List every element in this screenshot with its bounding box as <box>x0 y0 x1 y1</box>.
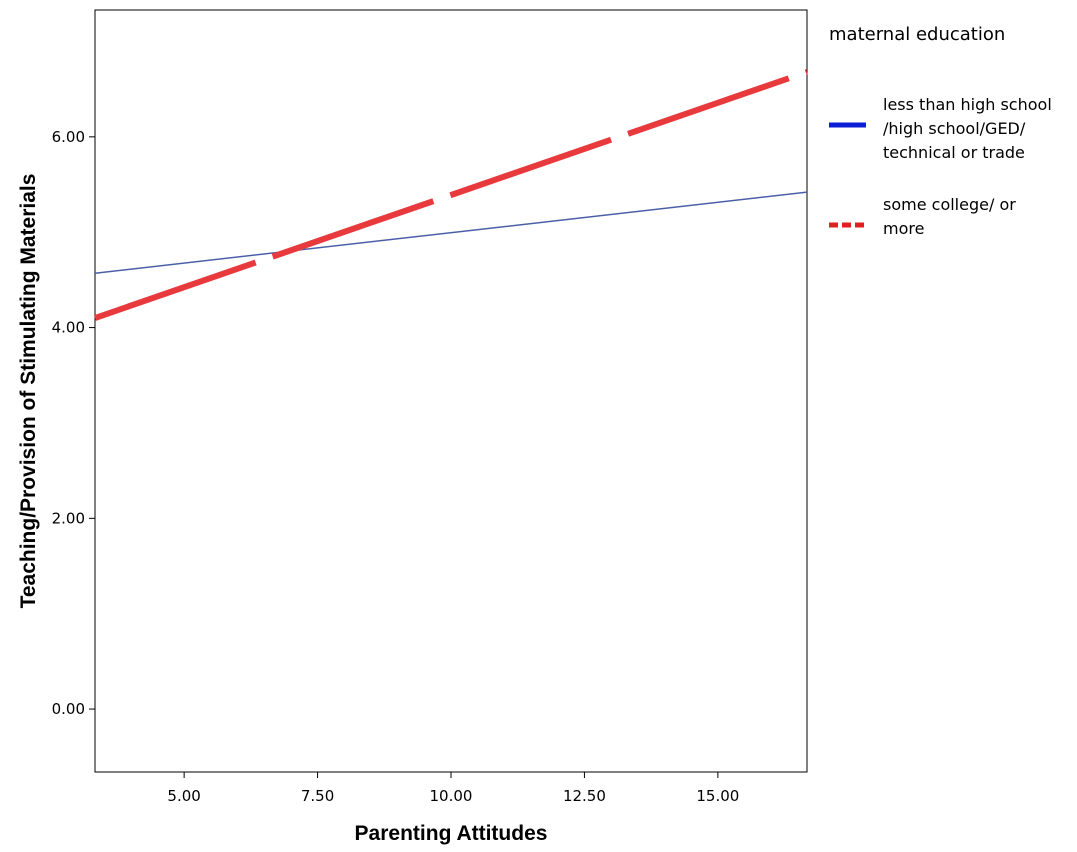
x-tick-label: 7.50 <box>301 787 334 805</box>
y-tick-label: 6.00 <box>52 128 85 146</box>
legend-label-2: some college/ or <box>883 195 1016 214</box>
y-axis: 0.00 2.00 4.00 6.00 <box>52 128 95 718</box>
y-tick-label: 0.00 <box>52 700 85 718</box>
x-tick-label: 5.00 <box>167 787 200 805</box>
x-tick-label: 15.00 <box>696 787 739 805</box>
y-tick-label: 2.00 <box>52 509 85 527</box>
legend: less than high school/high school/GED/te… <box>829 95 1052 238</box>
legend-title: maternal education <box>829 24 1005 45</box>
legend-label-1: technical or trade <box>883 143 1025 162</box>
series-line-2 <box>94 69 808 321</box>
plot-area <box>94 9 808 773</box>
legend-label-1: less than high school <box>883 95 1052 114</box>
x-axis-title: Parenting Attitudes <box>355 822 548 845</box>
x-tick-label: 10.00 <box>430 787 473 805</box>
x-tick-label: 12.50 <box>563 787 606 805</box>
series-layer <box>94 69 808 321</box>
legend-label-2: more <box>883 219 924 238</box>
series-line-1 <box>94 191 808 274</box>
y-axis-title: Teaching/Provision of Stimulating Materi… <box>17 174 40 609</box>
y-tick-label: 4.00 <box>52 319 85 337</box>
legend-label-1: /high school/GED/ <box>883 119 1026 138</box>
x-axis: 5.00 7.50 10.00 12.50 15.00 <box>167 772 739 805</box>
